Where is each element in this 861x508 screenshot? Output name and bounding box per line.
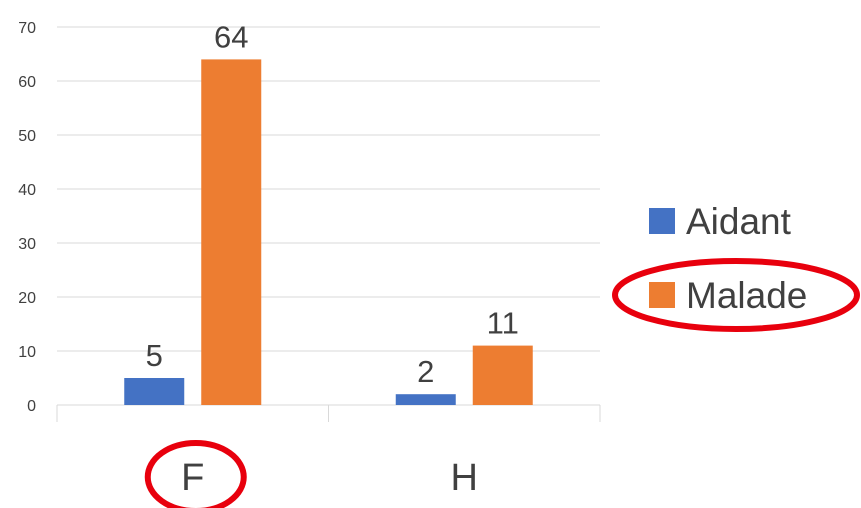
data-label-aidant-f: 5: [146, 338, 163, 373]
data-label-aidant-h: 2: [417, 354, 434, 389]
bar-malade-f: [201, 59, 262, 406]
legend-swatch-malade: [649, 282, 675, 308]
axes: [56, 404, 601, 422]
data-label-malade-f: 64: [214, 19, 248, 54]
y-tick-label: 50: [18, 128, 36, 145]
bars: [124, 59, 533, 406]
y-tick-label: 0: [27, 398, 36, 415]
bar-aidant-h: [395, 394, 456, 405]
y-tick-label: 20: [18, 290, 36, 307]
annotation-circle-malade: [612, 258, 860, 332]
legend-swatch-aidant: [649, 208, 675, 234]
legend-label-aidant: Aidant: [686, 201, 792, 242]
legend-label-malade: Malade: [686, 275, 807, 316]
labels: 0 10 20 30 40 50 60 70 5 64 F 2 11 H: [18, 19, 519, 499]
annotation-circle-f: [144, 440, 247, 508]
y-tick-label: 70: [18, 20, 36, 37]
y-tick-label: 30: [18, 236, 36, 253]
bar-aidant-f: [124, 378, 185, 405]
annotations: [144, 258, 860, 508]
y-tick-label: 60: [18, 74, 36, 91]
legend: Aidant Malade: [649, 201, 807, 316]
bar-malade-h: [472, 345, 533, 405]
category-label-h: H: [451, 457, 478, 499]
gridlines: [57, 26, 600, 352]
y-tick-label: 10: [18, 344, 36, 361]
data-label-malade-h: 11: [487, 306, 519, 341]
category-label-f: F: [181, 457, 204, 499]
y-tick-label: 40: [18, 182, 36, 199]
